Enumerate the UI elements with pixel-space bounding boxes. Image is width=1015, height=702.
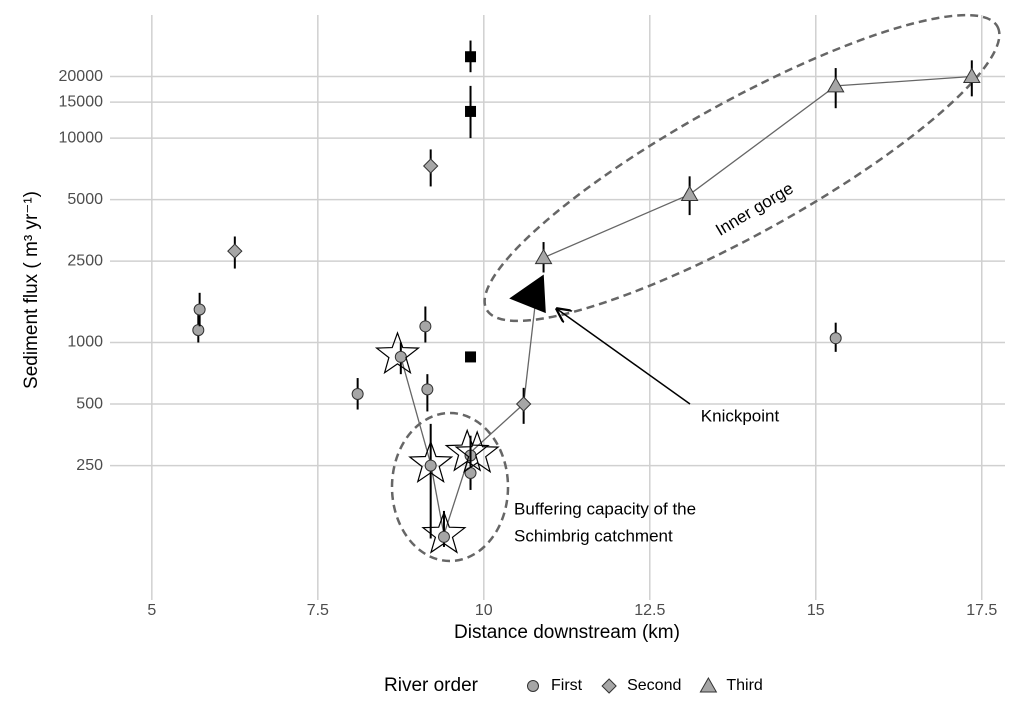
point <box>465 51 477 63</box>
star-marker <box>408 440 454 484</box>
star-marker <box>421 510 467 554</box>
buffering-outline <box>390 411 510 563</box>
point <box>193 303 206 316</box>
x-tick-label: 17.5 <box>966 602 997 619</box>
point <box>437 530 450 543</box>
point <box>515 396 532 412</box>
y-tick-label: 2500 <box>67 252 103 269</box>
point <box>534 248 553 265</box>
y-tick-label: 250 <box>76 457 103 474</box>
point <box>227 243 243 259</box>
x-tick-label: 7.5 <box>307 602 329 619</box>
point <box>465 351 477 363</box>
knickpoint-marker <box>509 274 546 314</box>
legend-marker <box>699 676 718 693</box>
y-tick-label: 1000 <box>67 334 103 351</box>
y-axis-label: Sediment flux ( m³ yr⁻¹) <box>21 191 42 389</box>
point <box>464 466 477 479</box>
point <box>394 350 407 363</box>
point <box>192 324 205 337</box>
x-tick-label: 12.5 <box>634 602 665 619</box>
point <box>351 387 364 400</box>
point <box>829 332 842 345</box>
y-tick-label: 10000 <box>59 129 104 146</box>
point <box>962 67 981 84</box>
x-tick-label: 10 <box>475 602 493 619</box>
y-tick-label: 5000 <box>67 191 103 208</box>
buffering-label: Schimbrig catchment <box>514 526 673 545</box>
point <box>826 76 845 93</box>
grid: 5 7.5 10 12.5 15 17.5 250 500 1000 2500 5000 10000 1… <box>59 15 1005 619</box>
plot-area <box>192 40 981 554</box>
legend-title: River order <box>384 675 479 696</box>
star-marker <box>454 430 500 474</box>
buffering-label: Buffering capacity of the <box>514 499 696 518</box>
point <box>424 459 437 472</box>
legend-item: Third <box>699 676 763 694</box>
connector-line <box>543 75 972 259</box>
point <box>680 185 699 201</box>
y-tick-label: 20000 <box>59 68 104 85</box>
star-marker <box>374 331 421 375</box>
legend: River order First Second Third <box>384 675 763 696</box>
point <box>419 320 432 333</box>
legend-label: First <box>551 677 583 694</box>
legend-item: Second <box>601 677 681 694</box>
point <box>421 383 434 396</box>
x-tick-label: 5 <box>147 602 156 619</box>
inner-gorge-outline <box>483 13 1001 323</box>
x-tick-label: 15 <box>807 602 825 619</box>
x-axis-label: Distance downstream (km) <box>454 622 680 643</box>
legend-item: First <box>527 677 583 694</box>
y-tick-label: 500 <box>76 395 103 412</box>
legend-label: Third <box>726 677 762 694</box>
legend-marker <box>601 678 617 694</box>
knickpoint-label: Knickpoint <box>701 406 780 425</box>
legend-marker <box>527 680 539 692</box>
knickpoint-arrow <box>557 309 691 405</box>
point <box>422 158 439 174</box>
y-tick-label: 15000 <box>59 93 104 110</box>
inner-gorge-label: Inner gorge <box>712 179 796 240</box>
connector-line <box>400 300 537 535</box>
legend-label: Second <box>627 677 681 694</box>
point <box>465 105 477 117</box>
